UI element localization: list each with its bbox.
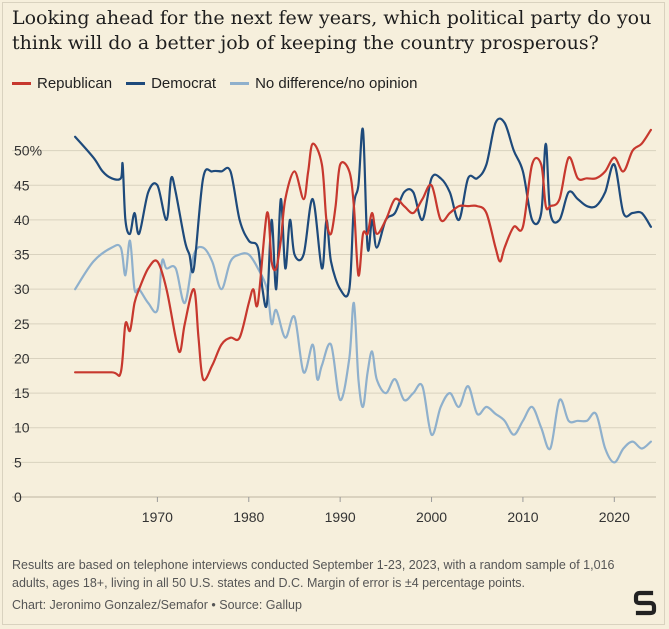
legend-label-no-difference: No difference/no opinion — [255, 74, 418, 92]
legend-label-democrat: Democrat — [151, 74, 217, 92]
legend-swatch-no-difference — [230, 81, 250, 85]
x-tick-label: 2020 — [599, 509, 630, 525]
y-tick-label: 5 — [14, 454, 22, 470]
y-tick-label: 0 — [14, 489, 22, 505]
chart-title: Looking ahead for the next few years, wh… — [12, 7, 652, 54]
y-tick-label: 35 — [14, 247, 30, 263]
y-tick-label: 10 — [14, 420, 30, 436]
series-lines — [74, 117, 652, 464]
legend-item-democrat: Democrat — [126, 75, 216, 92]
legend-label-republican: Republican — [37, 74, 113, 92]
legend-swatch-republican — [12, 81, 31, 85]
series-line-no-difference — [74, 239, 652, 464]
axis-labels: 0 5 10 15 20 25 30 35 40 45 50% 1970 1980 1990 2000 201… — [14, 143, 630, 525]
y-tick-label: 45 — [14, 177, 30, 193]
y-tick-label: 50% — [14, 143, 42, 159]
x-tick-label: 1970 — [142, 509, 173, 525]
methodology-note: Results are based on telephone interview… — [12, 558, 615, 590]
legend-item-no-difference: No difference/no opinion — [230, 75, 417, 92]
y-tick-label: 20 — [14, 350, 30, 366]
source-credit: Chart: Jeronimo Gonzalez/Semafor • Sourc… — [12, 598, 302, 612]
legend-swatch-democrat — [126, 81, 146, 85]
legend: Republican Democrat No difference/no opi… — [12, 72, 431, 94]
x-tick-label: 2010 — [507, 509, 538, 525]
y-tick-label: 30 — [14, 281, 30, 297]
series-line-republican — [74, 128, 652, 382]
legend-item-republican: Republican — [12, 75, 112, 92]
x-tick-label: 2000 — [416, 509, 447, 525]
grid-lines — [12, 150, 656, 498]
y-tick-label: 25 — [14, 316, 30, 332]
x-tick-label: 1990 — [325, 509, 356, 525]
semafor-logo-icon — [633, 590, 657, 616]
y-tick-label: 15 — [14, 385, 30, 401]
x-tick-label: 1980 — [233, 509, 264, 525]
y-tick-label: 40 — [14, 212, 30, 228]
series-line-democrat — [74, 117, 652, 309]
